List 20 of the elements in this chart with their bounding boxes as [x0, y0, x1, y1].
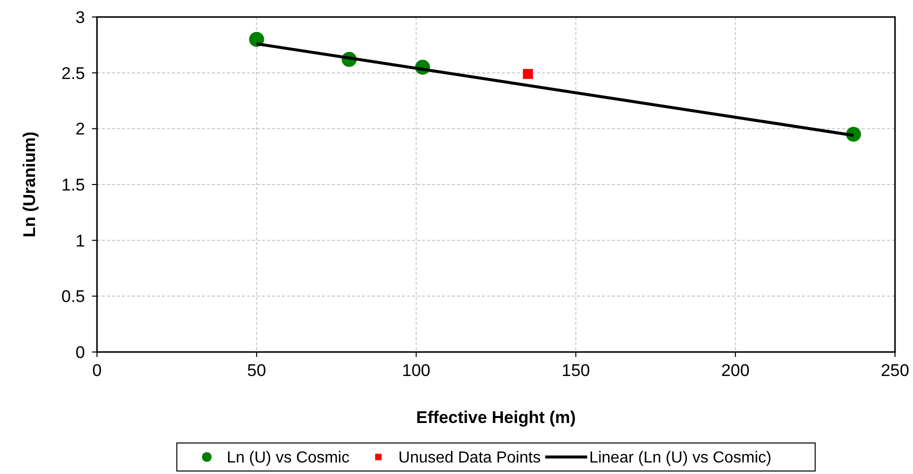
- y-tick-label: 2: [76, 120, 85, 139]
- legend-label: Unused Data Points: [398, 450, 541, 467]
- x-axis-title: Effective Height (m): [416, 408, 576, 427]
- y-tick-label: 1.5: [61, 175, 85, 194]
- x-tick-label: 200: [721, 361, 750, 380]
- legend-label: Linear (Ln (U) vs Cosmic): [589, 450, 772, 467]
- y-tick-label: 0.5: [61, 287, 85, 306]
- x-tick-label: 150: [562, 361, 590, 380]
- legend-label: Ln (U) vs Cosmic: [226, 450, 350, 467]
- y-tick-label: 0: [76, 342, 85, 362]
- x-tick-label: 50: [247, 361, 266, 380]
- y-axis-title: Ln (Uranium): [20, 132, 39, 238]
- y-tick-label: 2.5: [61, 64, 85, 83]
- point: [249, 32, 264, 47]
- x-tick-label: 100: [402, 361, 430, 380]
- y-tick-label: 3: [76, 8, 85, 27]
- point: [522, 68, 533, 79]
- y-tick-label: 1: [76, 231, 85, 250]
- x-tick-label: 250: [880, 361, 910, 380]
- x-tick-label: 0: [92, 361, 102, 380]
